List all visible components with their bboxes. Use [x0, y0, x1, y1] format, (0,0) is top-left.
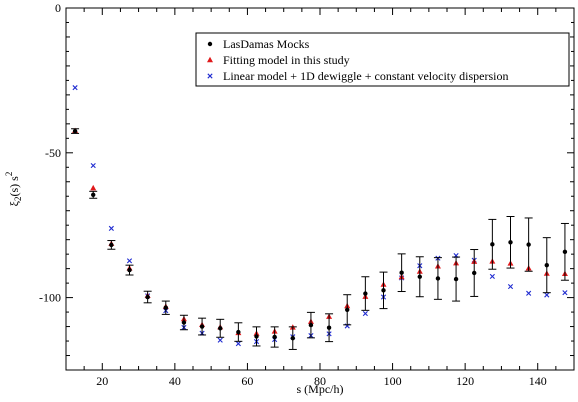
data-point-stroke — [544, 292, 550, 298]
data-point — [181, 320, 187, 325]
legend: LasDamas Mocks Fitting model in this stud… — [195, 32, 570, 87]
data-point — [254, 334, 259, 339]
data-point — [435, 276, 441, 281]
legend-label: Fitting model in this study — [223, 53, 350, 67]
data-point-stroke — [207, 73, 213, 79]
data-point — [108, 225, 114, 231]
data-point-stroke — [108, 225, 114, 231]
legend-marker — [207, 73, 213, 79]
legend-label: LasDamas Mocks — [223, 37, 310, 51]
data-point — [235, 341, 241, 347]
data-point-stroke — [126, 258, 133, 264]
data-point — [562, 249, 568, 255]
x-tick-label: 140 — [529, 374, 547, 388]
data-point — [326, 325, 332, 330]
data-point — [127, 267, 132, 273]
data-point — [507, 284, 514, 290]
y-tick-label: -100 — [39, 291, 61, 305]
legend-box — [195, 32, 570, 87]
data-point — [490, 242, 495, 247]
data-point — [399, 270, 404, 275]
data-point — [91, 192, 96, 197]
data-point — [290, 335, 295, 341]
data-point — [109, 242, 114, 248]
x-tick-label: 60 — [241, 374, 253, 388]
data-point — [207, 73, 213, 79]
axes: 20 40 60 80 100 120 140 0 -50 -100 — [39, 1, 575, 388]
data-point — [453, 276, 459, 282]
data-point — [363, 291, 368, 296]
data-point — [526, 290, 532, 296]
x-tick-label: 20 — [96, 374, 108, 388]
x-tick-label: 40 — [169, 374, 181, 388]
series-2 — [72, 85, 568, 347]
data-point — [236, 329, 241, 335]
data-point — [145, 294, 150, 300]
data-point — [126, 258, 133, 264]
series-1 — [72, 127, 568, 336]
data-point — [207, 56, 213, 63]
data-point — [362, 310, 368, 317]
data-point — [544, 292, 550, 298]
legend-label: Linear model + 1D dewiggle + constant ve… — [223, 69, 508, 83]
data-point — [217, 337, 223, 343]
data-point — [562, 290, 568, 296]
data-point — [508, 240, 513, 245]
data-point — [90, 184, 97, 191]
data-point — [381, 288, 386, 293]
y-axis-label: ξ2(s) s2 — [4, 172, 23, 207]
legend-marker — [207, 56, 213, 63]
data-point — [90, 162, 96, 169]
x-tick-label: 80 — [314, 374, 326, 388]
y-tick-label: -50 — [45, 146, 61, 160]
x-tick-label: 120 — [456, 374, 474, 388]
data-point — [163, 305, 168, 310]
data-point — [272, 334, 277, 340]
data-point — [489, 273, 495, 280]
y-tick-label: 0 — [55, 1, 61, 15]
series-0 — [71, 128, 569, 350]
data-point — [544, 262, 549, 268]
data-point-stroke — [235, 341, 241, 347]
data-point-stroke — [72, 85, 78, 91]
data-point-stroke — [526, 290, 532, 296]
data-point — [417, 274, 422, 279]
data-point-stroke — [362, 310, 368, 317]
x-tick-label: 100 — [384, 374, 402, 388]
data-point — [72, 85, 78, 91]
data-point-stroke — [562, 290, 568, 296]
data-point-stroke — [90, 162, 96, 169]
data-point — [218, 326, 223, 331]
data-point — [472, 270, 477, 276]
plot-area — [71, 85, 569, 350]
data-point-stroke — [217, 337, 223, 343]
data-point — [207, 41, 213, 47]
legend-marker — [207, 41, 213, 47]
data-point-stroke — [507, 284, 514, 290]
x-axis-label: s (Mpc/h) — [297, 382, 344, 396]
data-point — [308, 322, 314, 328]
data-point — [72, 128, 78, 134]
data-point-stroke — [489, 273, 495, 280]
data-point — [526, 242, 531, 247]
data-point — [345, 307, 350, 312]
data-point — [199, 324, 205, 329]
